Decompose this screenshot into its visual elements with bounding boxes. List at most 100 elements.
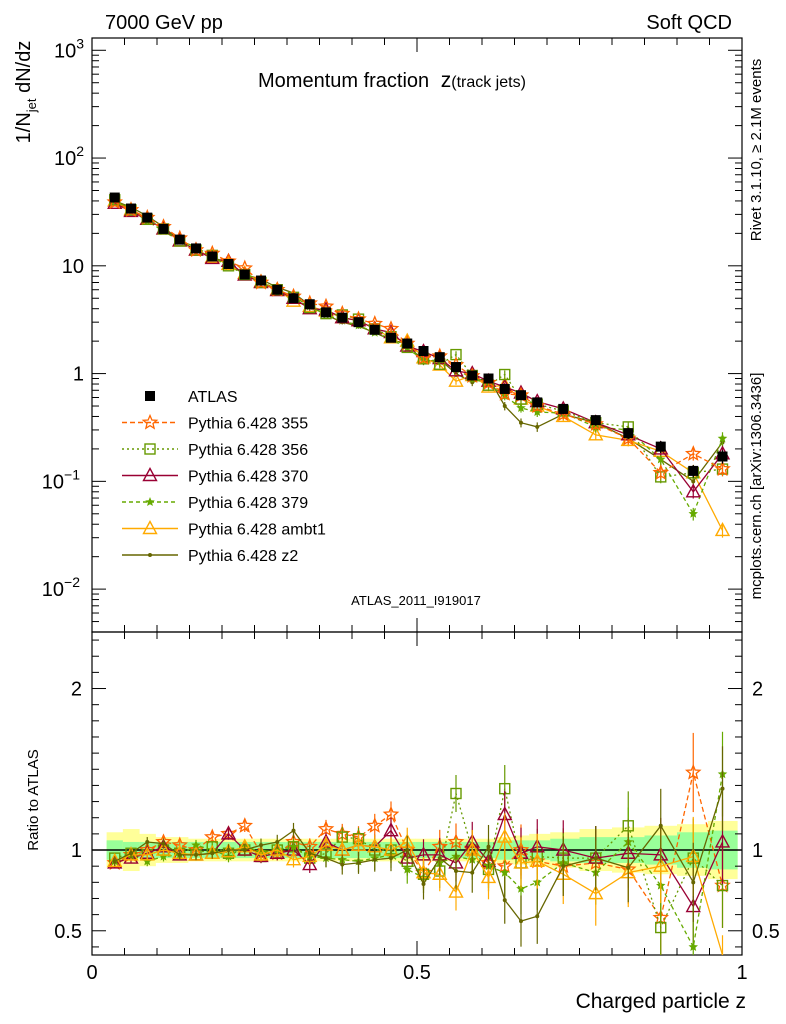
data-point: [532, 397, 543, 408]
data-point: [499, 383, 510, 394]
data-point: [340, 862, 345, 867]
data-point: [126, 203, 136, 214]
legend-label: Pythia 6.428 z2: [188, 548, 298, 565]
data-point: [112, 859, 117, 864]
data-point: [142, 212, 153, 223]
data-point: [191, 840, 201, 850]
main-y-tick-label: 1: [73, 364, 84, 386]
data-point: [535, 914, 540, 919]
data-point: [688, 941, 698, 951]
data-point: [619, 429, 637, 446]
data-point: [107, 854, 123, 869]
data-point: [272, 284, 283, 295]
data-point: [106, 193, 124, 210]
data-point: [593, 856, 598, 861]
tick-exponent: −2: [64, 574, 80, 590]
data-point: [454, 869, 458, 874]
data-point: [139, 846, 155, 861]
data-point: [337, 312, 348, 323]
data-point: [142, 856, 152, 866]
legend-item: Pythia 6.428 370: [122, 467, 308, 486]
x-tick-label: 0.5: [403, 962, 431, 984]
data-point: [350, 836, 367, 851]
data-point: [655, 921, 667, 934]
ylabel-rest: dN/dz: [13, 41, 35, 99]
data-point: [448, 372, 464, 387]
data-point: [161, 841, 166, 846]
data-point: [516, 390, 526, 401]
data-point: [688, 508, 698, 518]
tick-base: 10: [54, 148, 76, 170]
data-point: [145, 839, 150, 844]
data-point: [480, 374, 497, 390]
ylabel-main: 1/N: [13, 112, 35, 143]
data-point: [155, 841, 172, 856]
data-point: [220, 825, 237, 840]
main-plot-frame: [91, 37, 743, 633]
data-point: [158, 851, 169, 861]
data-point: [158, 223, 169, 234]
data-point: [148, 553, 152, 557]
data-point: [324, 856, 328, 861]
legend-label: Pythia 6.428 355: [188, 416, 308, 433]
data-point: [123, 849, 139, 864]
data-point: [714, 460, 731, 477]
data-point: [304, 299, 315, 310]
data-point: [626, 865, 631, 870]
data-point: [684, 445, 702, 461]
data-point: [356, 860, 361, 865]
data-point: [717, 451, 728, 462]
data-point: [191, 243, 201, 254]
data-point: [236, 817, 254, 833]
data-point: [194, 852, 198, 857]
ratio-y-tick-label-right: 1: [752, 840, 763, 862]
tick-exponent: −1: [64, 466, 80, 482]
data-point: [714, 522, 731, 537]
chart-title: Momentum fraction z(track jets): [258, 69, 526, 92]
tick-base: 10: [42, 579, 64, 601]
tick-base: 10: [42, 471, 64, 493]
tick-base: 1: [73, 364, 84, 386]
data-point: [389, 856, 393, 861]
legend-label: Pythia 6.428 ambt1: [188, 522, 326, 539]
data-point: [532, 407, 542, 416]
data-point: [688, 465, 699, 476]
main-y-axis-label-text: 1/Njet dN/dz: [13, 41, 39, 144]
data-point: [623, 428, 634, 439]
data-point: [123, 846, 139, 861]
data-point: [685, 483, 701, 498]
side-label-bottom: mcplots.cern.ch [arXiv:1306.3436]: [748, 373, 765, 600]
data-point: [382, 320, 400, 336]
legend-label: ATLAS: [188, 389, 238, 406]
main-y-tick-label: 102: [54, 143, 84, 170]
data-point: [210, 851, 215, 856]
data-point: [239, 269, 250, 280]
data-point: [499, 368, 511, 381]
data-point: [451, 362, 461, 373]
data-point: [535, 424, 540, 429]
data-point: [421, 881, 426, 886]
legend-item: Pythia 6.428 ambt1: [122, 520, 326, 539]
data-point: [142, 520, 158, 535]
data-point: [483, 373, 494, 384]
data-point: [177, 852, 182, 857]
data-point: [502, 898, 507, 903]
data-point: [720, 786, 725, 791]
data-point: [691, 479, 696, 484]
data-point: [480, 869, 497, 884]
legend-label: Pythia 6.428 356: [188, 442, 308, 459]
data-point: [448, 883, 464, 898]
main-y-axis-label: 1/Njet dN/dz: [13, 41, 39, 144]
data-point: [450, 787, 462, 800]
data-point: [307, 851, 312, 856]
ratio-y-axis-label: Ratio to ATLAS: [25, 749, 42, 850]
data-point: [302, 856, 318, 871]
data-point: [372, 857, 377, 862]
data-point: [369, 324, 380, 335]
main-y-tick-label: 10−2: [42, 574, 80, 601]
tick-exponent: 3: [76, 35, 84, 51]
data-point: [684, 763, 702, 780]
data-point: [486, 844, 491, 849]
data-point: [528, 397, 546, 414]
